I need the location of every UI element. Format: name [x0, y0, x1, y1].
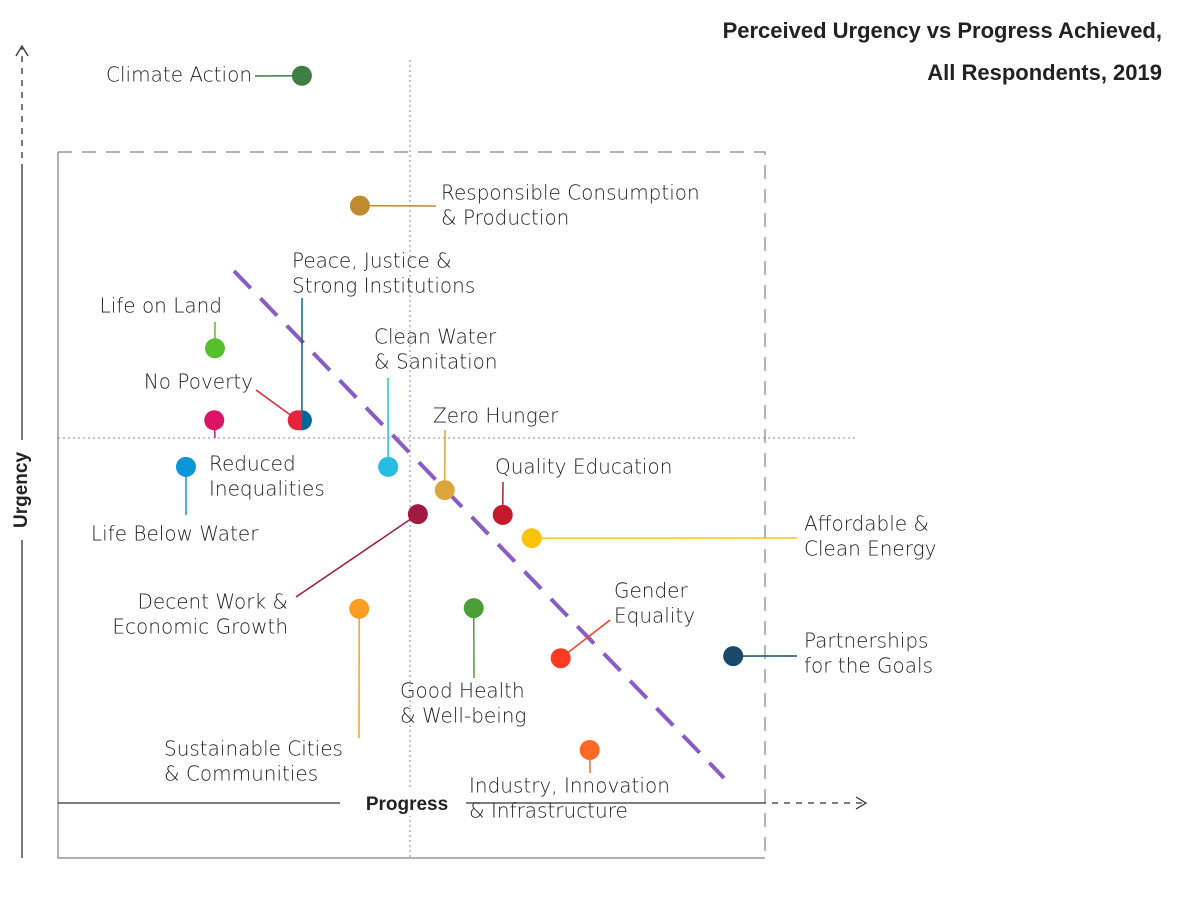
- point-label: Sustainable Cities: [164, 737, 343, 761]
- leader-line: [295, 513, 419, 598]
- axis-gap: [10, 440, 34, 540]
- y-axis-label: Urgency: [11, 452, 32, 528]
- point-label: Clean Water: [374, 325, 497, 349]
- point: [521, 528, 542, 549]
- point-label: Equality: [614, 604, 695, 628]
- point: [723, 646, 744, 667]
- point-label: & Sanitation: [374, 350, 498, 374]
- point-label: for the Goals: [804, 654, 933, 678]
- point-label: Affordable &: [804, 512, 929, 536]
- axis-gap: [340, 790, 466, 816]
- point-label: & Communities: [164, 762, 318, 786]
- point: [204, 410, 225, 431]
- axes: [15, 44, 868, 858]
- point-label: & Production: [441, 206, 569, 230]
- point-label: Inequalities: [209, 477, 325, 501]
- point: [434, 480, 455, 501]
- point-label: Partnerships: [804, 629, 928, 653]
- point: [407, 504, 428, 525]
- chart-title: Perceived Urgency vs Progress Achieved,: [723, 18, 1162, 43]
- point-label: Responsible Consumption: [441, 181, 700, 205]
- point: [175, 456, 196, 477]
- trend-line: [232, 269, 726, 780]
- point-label: Peace, Justice &: [292, 249, 452, 273]
- point-label: Reduced: [209, 452, 296, 476]
- point: [204, 338, 225, 359]
- point-label: Quality Education: [495, 455, 672, 479]
- chart-title: All Respondents, 2019: [927, 60, 1162, 85]
- leader-line: [560, 619, 611, 659]
- point-label: & Infrastructure: [469, 799, 628, 823]
- point-label: Decent Work &: [138, 590, 288, 614]
- point-label: Strong Institutions: [292, 274, 475, 298]
- point-label: Climate Action: [106, 63, 252, 87]
- point: [291, 65, 312, 86]
- point-label: Gender: [614, 579, 688, 603]
- point: [463, 598, 484, 619]
- point-label: Life Below Water: [91, 522, 259, 546]
- point-label: & Well-being: [400, 704, 526, 728]
- point: [492, 504, 513, 525]
- plot-frame: [57, 151, 766, 859]
- x-axis-label: Progress: [366, 794, 448, 815]
- point-label: Life on Land: [100, 294, 222, 318]
- point-label: No Poverty: [144, 370, 253, 394]
- median-lines: [58, 60, 858, 858]
- point-label: Economic Growth: [112, 615, 288, 639]
- point: [550, 648, 571, 669]
- point-label: Good Health: [400, 679, 525, 703]
- point-label: Clean Energy: [804, 537, 936, 561]
- point: [349, 195, 370, 216]
- point: [378, 456, 399, 477]
- point: [287, 410, 302, 431]
- point-label: Industry, Innovation: [469, 774, 670, 798]
- point: [579, 739, 600, 760]
- point: [349, 598, 370, 619]
- point-label: Zero Hunger: [433, 404, 559, 428]
